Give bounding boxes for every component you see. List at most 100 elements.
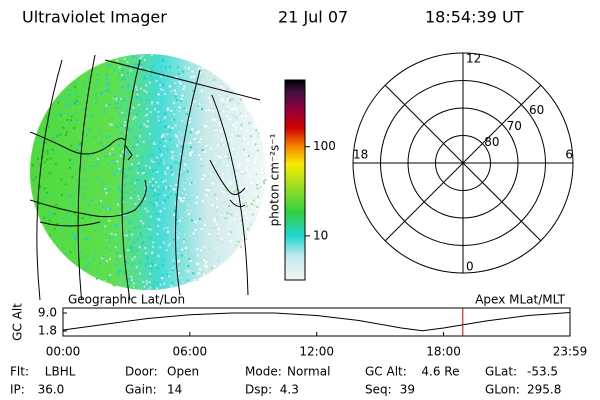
speckle — [97, 176, 100, 179]
speckle — [128, 278, 131, 281]
speckle — [117, 150, 120, 153]
speckle — [105, 232, 108, 235]
speckle — [68, 218, 71, 221]
speckle — [74, 170, 77, 173]
speckle — [92, 147, 95, 150]
speckle — [68, 121, 71, 124]
speckle — [60, 116, 63, 119]
speckle — [183, 161, 186, 164]
speckle — [139, 91, 142, 94]
speckle — [257, 195, 260, 198]
speckle — [86, 237, 89, 240]
speckle — [95, 228, 98, 231]
speckle — [120, 123, 123, 126]
speckle — [143, 123, 146, 126]
speckle — [169, 129, 172, 132]
speckle — [70, 119, 73, 122]
speckle — [160, 154, 163, 157]
speckle — [168, 242, 171, 245]
speckle — [207, 89, 210, 92]
speckle — [193, 217, 196, 220]
speckle — [170, 284, 173, 287]
speckle — [191, 70, 194, 73]
speckle — [103, 280, 106, 283]
speckle — [105, 104, 108, 107]
speckle — [240, 172, 243, 175]
speckle — [139, 56, 142, 59]
speckle — [94, 85, 97, 88]
speckle — [44, 193, 47, 196]
speckle — [200, 228, 203, 231]
speckle — [247, 201, 250, 204]
speckle — [157, 254, 160, 257]
speckle — [171, 118, 174, 121]
speckle — [214, 126, 217, 129]
speckle — [138, 197, 141, 200]
speckle — [188, 234, 191, 237]
speckle — [193, 181, 196, 184]
speckle — [230, 213, 233, 216]
speckle — [76, 150, 79, 153]
speckle — [192, 232, 195, 235]
speckle — [198, 244, 201, 247]
speckle — [76, 149, 79, 152]
speckle — [200, 158, 203, 161]
speckle — [122, 114, 125, 117]
speckle — [126, 61, 129, 64]
speckle — [102, 206, 105, 209]
speckle — [229, 100, 232, 103]
speckle — [106, 204, 109, 207]
speckle — [73, 90, 76, 93]
speckle — [197, 272, 200, 275]
speckle — [76, 123, 79, 126]
speckle — [73, 127, 76, 130]
speckle — [166, 106, 169, 109]
speckle — [227, 158, 230, 161]
speckle — [195, 220, 198, 223]
speckle — [214, 79, 217, 82]
speckle — [220, 189, 223, 192]
speckle — [145, 125, 148, 128]
speckle — [74, 102, 77, 105]
speckle — [118, 168, 121, 171]
speckle — [212, 162, 215, 165]
speckle — [220, 238, 223, 241]
speckle — [208, 137, 211, 140]
speckle — [222, 104, 225, 107]
speckle — [239, 186, 242, 189]
speckle — [261, 172, 264, 175]
speckle — [165, 186, 168, 189]
speckle — [126, 72, 129, 75]
speckle — [224, 155, 227, 158]
speckle — [120, 131, 123, 134]
speckle — [174, 202, 177, 205]
speckle — [234, 178, 237, 181]
speckle — [110, 123, 113, 126]
speckle — [151, 177, 154, 180]
speckle — [166, 108, 169, 111]
speckle — [125, 261, 128, 264]
speckle — [157, 116, 160, 119]
speckle — [170, 171, 173, 174]
speckle — [261, 149, 264, 152]
speckle — [220, 130, 223, 133]
speckle — [240, 114, 243, 117]
speckle — [248, 122, 251, 125]
speckle — [257, 132, 260, 135]
speckle — [148, 201, 151, 204]
speckle — [38, 202, 41, 205]
speckle — [218, 121, 221, 124]
speckle — [84, 187, 87, 190]
speckle — [195, 80, 198, 83]
x-tick-label: 12:00 — [299, 345, 334, 359]
speckle — [96, 129, 99, 132]
speckle — [43, 187, 46, 190]
speckle — [166, 226, 169, 229]
speckle — [233, 106, 236, 109]
speckle — [181, 248, 184, 251]
speckle — [85, 193, 88, 196]
speckle — [78, 231, 81, 234]
speckle — [162, 187, 165, 190]
speckle — [151, 187, 154, 190]
speckle — [72, 234, 75, 237]
